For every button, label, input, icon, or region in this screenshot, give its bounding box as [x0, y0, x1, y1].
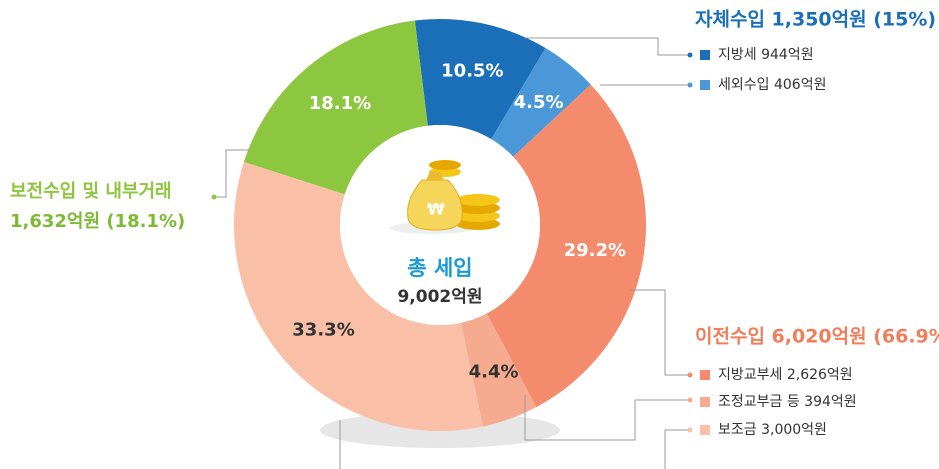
- slice: [414, 19, 546, 140]
- group-title: 이전수입 6,020억원 (66.9%): [695, 326, 939, 348]
- leader-lines: [211, 37, 693, 469]
- legend-label: 조정교부금 등 394억원: [718, 394, 857, 410]
- legend-swatch: [700, 397, 710, 407]
- center-title: 총 세입: [407, 256, 472, 280]
- svg-text:₩: ₩: [427, 200, 445, 219]
- slice: [486, 84, 646, 408]
- legend-swatch: [700, 80, 710, 90]
- money-icon: ₩: [390, 160, 500, 234]
- legend-swatch: [700, 425, 710, 435]
- slice: [233, 161, 483, 432]
- legend-swatch: [700, 50, 710, 60]
- legend-label: 지방세 944억원: [718, 47, 814, 63]
- legend-label: 지방교부세 2,626억원: [718, 367, 853, 383]
- slice: [243, 20, 428, 195]
- group-title: 자체수입 1,350억원 (15%): [695, 9, 936, 31]
- value-label: 10.5%: [441, 60, 503, 81]
- value-label: 29.2%: [564, 240, 626, 261]
- group-amount: 1,632억원 (18.1%): [10, 211, 185, 232]
- legend-swatch: [700, 370, 710, 380]
- slice: [491, 48, 591, 157]
- value-label: 4.5%: [514, 92, 564, 113]
- slice: [460, 313, 537, 427]
- value-label: 33.3%: [292, 319, 354, 340]
- value-label: 18.1%: [309, 93, 371, 114]
- value-label: 4.4%: [469, 362, 519, 383]
- donut: [233, 19, 646, 432]
- center-value: 9,002억원: [397, 287, 482, 307]
- legend-label: 보조금 3,000억원: [718, 422, 827, 438]
- group-title: 보전수입 및 내부거래: [10, 180, 172, 202]
- legend-label: 세외수입 406억원: [718, 77, 826, 93]
